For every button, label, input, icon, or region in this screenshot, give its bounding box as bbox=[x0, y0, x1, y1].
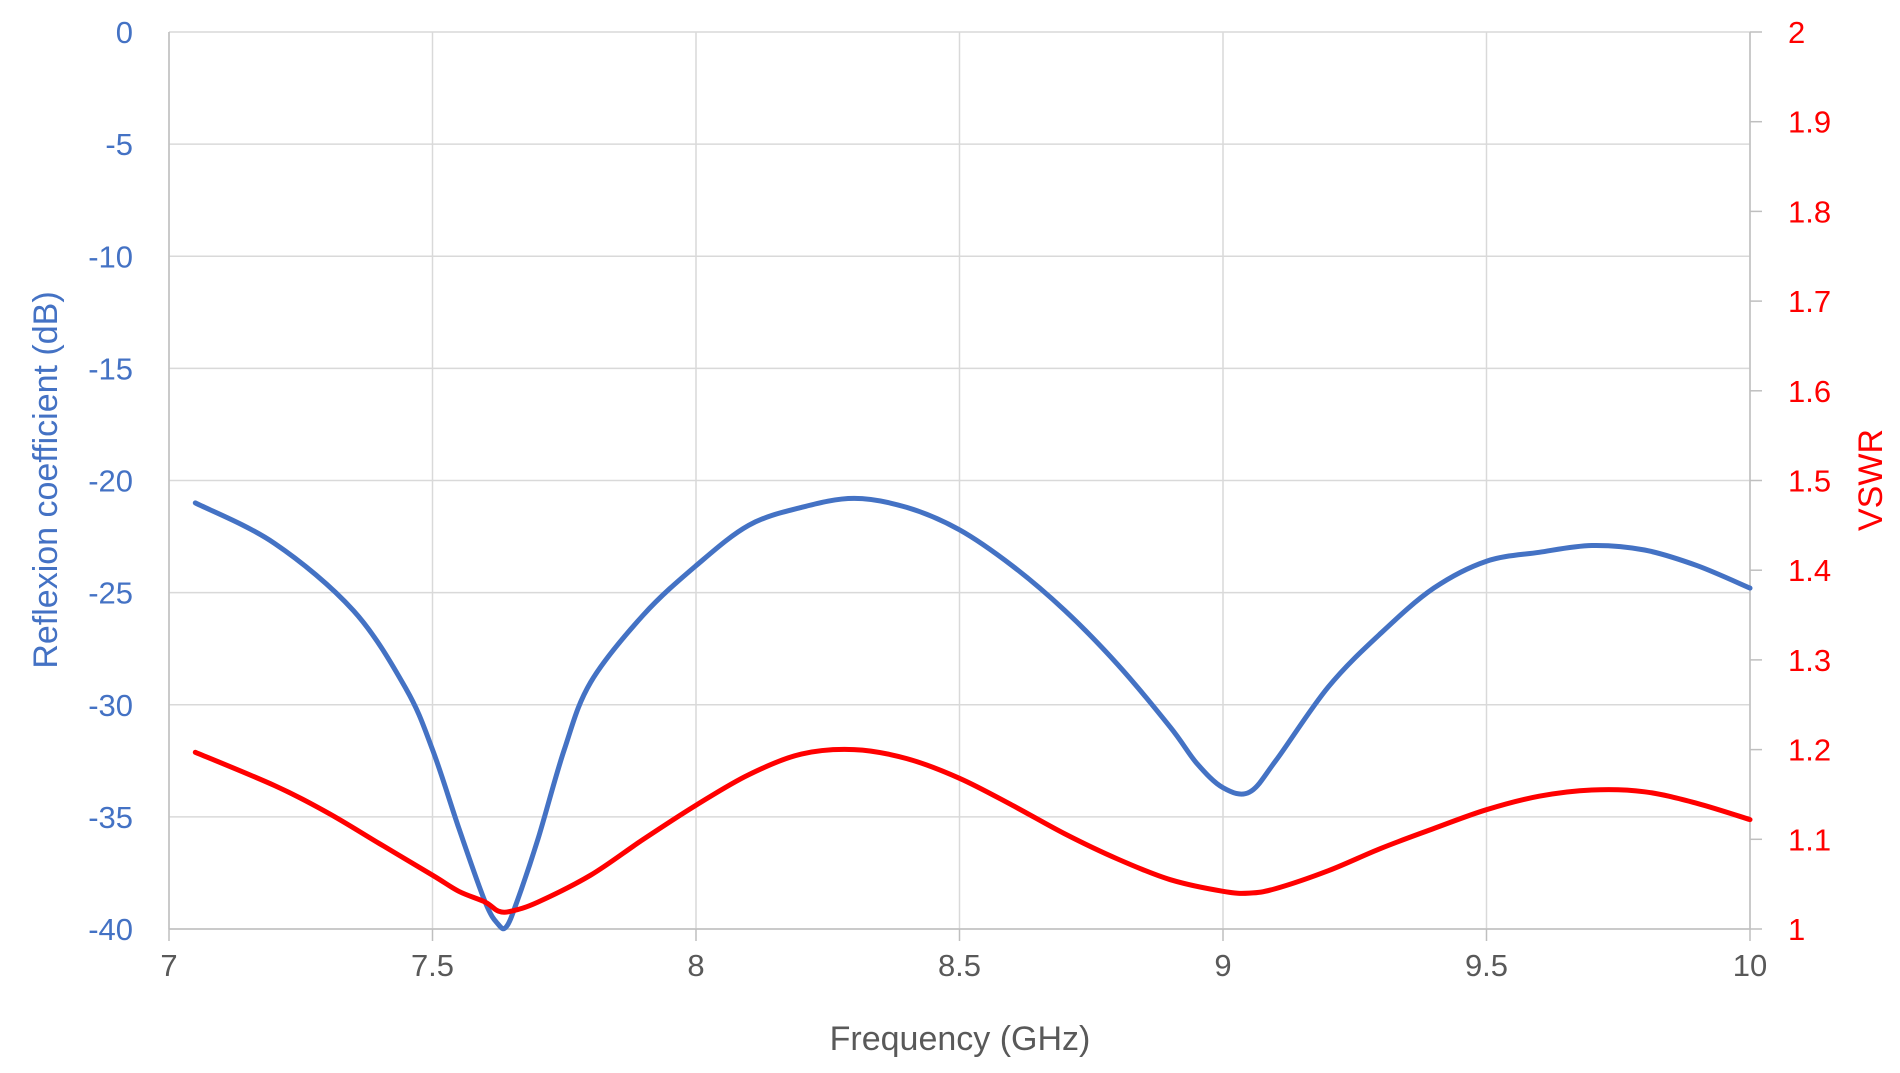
y-right-tick-label: 1.3 bbox=[1788, 643, 1831, 678]
y-left-tick-label: 0 bbox=[116, 15, 133, 50]
y-left-tick-label: -15 bbox=[88, 351, 133, 386]
y-left-tick-label: -5 bbox=[105, 127, 133, 162]
y-right-tick-label: 1.1 bbox=[1788, 822, 1831, 857]
y-right-tick-label: 1.5 bbox=[1788, 464, 1831, 499]
y-right-tick-label: 1.6 bbox=[1788, 374, 1831, 409]
y-right-tick-label: 2 bbox=[1788, 15, 1805, 50]
y-left-tick-label: -30 bbox=[88, 688, 133, 723]
x-tick-label: 7 bbox=[160, 948, 177, 983]
y-right-tick-label: 1.9 bbox=[1788, 105, 1831, 140]
y-right-tick-label: 1.2 bbox=[1788, 733, 1831, 768]
axes bbox=[168, 31, 1762, 941]
x-tick-label: 7.5 bbox=[411, 948, 454, 983]
series-line-vswr bbox=[192, 746, 1753, 915]
x-tick-label: 8 bbox=[687, 948, 704, 983]
x-tick-label: 10 bbox=[1733, 948, 1767, 983]
y-left-tick-label: -20 bbox=[88, 464, 133, 499]
y-left-tick-label: -10 bbox=[88, 239, 133, 274]
y-right-tick-label: 1.4 bbox=[1788, 553, 1831, 588]
x-axis-title: Frequency (GHz) bbox=[830, 1020, 1091, 1058]
y-left-tick-label: -25 bbox=[88, 576, 133, 611]
y-left-axis-title: Reflexion coefficient (dB) bbox=[27, 291, 65, 668]
y-right-axis-title: VSWR bbox=[1852, 429, 1890, 531]
y-right-tick-label: 1 bbox=[1788, 912, 1805, 947]
tick-labels: 7 7.5 8 8.5 9 9.5 10 0 -5 -10 -15 -20 -25 -30 -35 -40 2 1… bbox=[88, 15, 1831, 983]
y-left-tick-label: -35 bbox=[88, 800, 133, 835]
y-right-tick-label: 1.8 bbox=[1788, 194, 1831, 229]
x-tick-label: 8.5 bbox=[938, 948, 981, 983]
x-tick-label: 9 bbox=[1214, 948, 1231, 983]
y-left-tick-label: -40 bbox=[88, 912, 133, 947]
series-group bbox=[192, 495, 1753, 932]
series-line-reflexion bbox=[192, 495, 1753, 932]
y-right-tick-label: 1.7 bbox=[1788, 284, 1831, 319]
x-tick-label: 9.5 bbox=[1465, 948, 1508, 983]
